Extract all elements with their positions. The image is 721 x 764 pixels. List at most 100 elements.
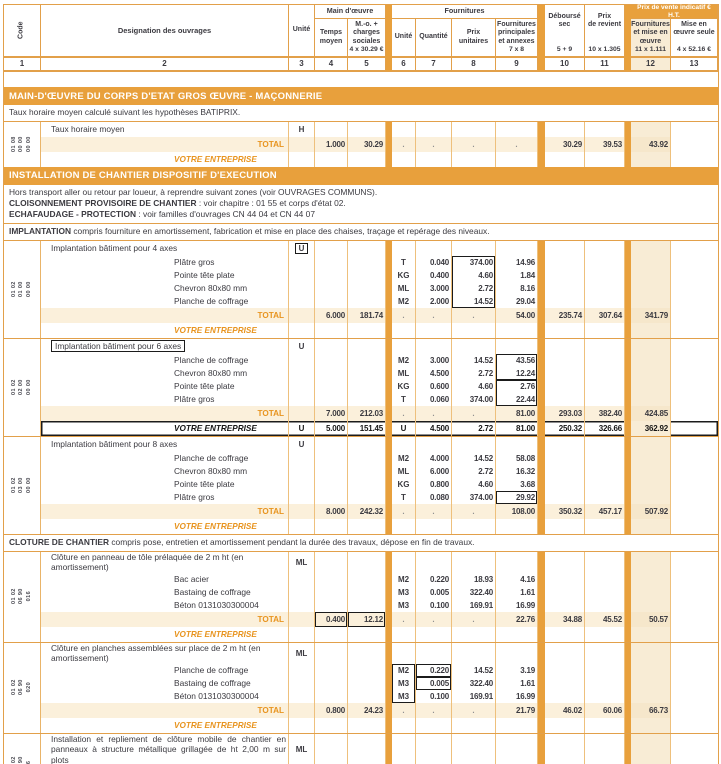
cell-quantite: 0.800: [416, 477, 452, 491]
ouvrage-designation: Implantation bâtiment pour 4 axes: [41, 240, 289, 256]
cell-seule: [671, 269, 718, 282]
column-separator: [625, 379, 631, 393]
column-separator: [386, 611, 392, 627]
column-separator: [538, 307, 545, 323]
cell-temps: [315, 733, 348, 764]
cell-mo-total: 12.12: [348, 611, 386, 627]
cell-seule: [671, 256, 718, 269]
cell-prix-unitaire: .: [452, 611, 496, 627]
cell-unite: [289, 353, 315, 367]
cell-quantite: .: [416, 307, 452, 323]
column-separator: [538, 121, 545, 137]
cell-prix-unitaire: 14.52: [452, 353, 496, 367]
cell-mise-en-oeuvre-seule: [671, 307, 718, 323]
ouvrage-title-row: Clôture en panneau de tôle prélaquée de …: [41, 551, 718, 573]
cell-temps: [315, 151, 348, 167]
cell-seule: [671, 393, 718, 406]
col-header-code: Code: [4, 5, 41, 57]
cell-temps: [315, 518, 348, 534]
component-row: Chevron 80x80 mm ML 3.000 2.72 8.16: [41, 281, 718, 295]
cell-debourse: [545, 338, 585, 354]
column-separator: [625, 464, 631, 478]
cell-mo: [348, 689, 386, 703]
cell-mise-en-oeuvre-seule: [671, 718, 718, 733]
ouvrage-designation: Implantation bâtiment pour 8 axes: [41, 436, 289, 452]
column-number-10: 10: [545, 57, 585, 71]
cell-mo: [348, 338, 386, 354]
cell-unite: [289, 392, 315, 406]
total-label: TOTAL: [41, 702, 289, 718]
note-keyword: CLOTURE DE CHANTIER: [9, 536, 110, 547]
cell-quantite: 0.400: [416, 268, 452, 282]
cell-unite: [289, 663, 315, 677]
cell-temps: [315, 294, 348, 308]
cell-fourniture-montant: 16.32: [496, 464, 538, 478]
column-separator: [538, 268, 545, 282]
component-name: Béton 0131030300004: [41, 598, 289, 612]
ouvrage-rows: Clôture en panneau de tôle prélaquée de …: [41, 551, 718, 642]
cell-mo: [348, 240, 386, 256]
cell-unite: [289, 405, 315, 421]
cell-prix-unitaire: .: [452, 405, 496, 421]
cell-vente: [631, 451, 671, 465]
cell-fourniture-montant: 29.92: [496, 490, 538, 504]
cell-quantite: 0.600: [416, 379, 452, 393]
cell-unite: [289, 585, 315, 599]
cell-mo: [348, 585, 386, 599]
column-number-12: 12: [631, 57, 671, 71]
column-separator: [538, 518, 545, 534]
column-separator: [386, 663, 392, 677]
cell-revient: [585, 379, 625, 393]
cell-mise-en-oeuvre-seule: [671, 503, 718, 519]
votre-entreprise-row: VOTRE ENTREPRISE U 5.000 151.45 U 4.500 2.72 81…: [41, 420, 718, 436]
cell-prix-unitaire: 18.93: [452, 572, 496, 586]
cell-seule: [671, 122, 718, 137]
cell-temps-total: 7.000: [315, 405, 348, 421]
ouvrage-unit: ML: [295, 648, 308, 658]
column-separator: [386, 626, 392, 642]
column-separator: [386, 598, 392, 612]
cell-unite: [289, 572, 315, 586]
column-separator: [538, 626, 545, 642]
cell-fourniture-montant: 58.08: [496, 451, 538, 465]
cell-fourniture-montant: 3.68: [496, 477, 538, 491]
cell-revient: [585, 477, 625, 491]
cell-fourniture-montant: 1.61: [496, 676, 538, 690]
cell-prix-vente: [631, 322, 671, 338]
column-separator: [625, 281, 631, 295]
component-row: Bastaing de coffrage M3 0.005 322.40 1.61: [41, 676, 718, 690]
component-name: Chevron 80x80 mm: [41, 464, 289, 478]
ouvrage-designation: Clôture en planches assemblées sur place…: [41, 642, 289, 664]
component-row: Chevron 80x80 mm ML 6.000 2.72 16.32: [41, 464, 718, 478]
cell-revient: [585, 663, 625, 677]
cell-mo: [348, 366, 386, 380]
cell-fournitures-total: 108.00: [496, 503, 538, 519]
column-separator: [538, 464, 545, 478]
note-line: IMPLANTATION compris fourniture en amort…: [9, 226, 713, 237]
cell-prix-vente: 362.92: [631, 420, 671, 436]
code-cell: 01 02 06 90 016: [4, 551, 41, 642]
column-separator: [386, 5, 392, 71]
cell-fp: [496, 642, 538, 664]
cell-debourse: [545, 464, 585, 478]
cell-fourniture-unite: KG: [392, 477, 416, 491]
note-text: compris fourniture en amortissement, fab…: [71, 225, 490, 236]
column-number-3: 3: [289, 57, 315, 71]
cell-quantite: 3.000: [416, 281, 452, 295]
cell-quantite: .: [416, 611, 452, 627]
cell-quantite: 0.005: [416, 676, 452, 690]
votre-entreprise-label: VOTRE ENTREPRISE: [41, 717, 289, 733]
cell-fourniture-montant: 12.24: [496, 366, 538, 380]
code-cell: 01 08 00 00 00 00: [4, 121, 41, 167]
cell-unite: [289, 702, 315, 718]
cell-quantite: 0.100: [416, 598, 452, 612]
cell-debourse-sec: [545, 717, 585, 733]
cell-temps: [315, 366, 348, 380]
cell-prix-unitaire: .: [452, 307, 496, 323]
cell-temps: [315, 436, 348, 452]
column-separator: [386, 477, 392, 491]
note-keyword: CLOISONNEMENT PROVISOIRE DE CHANTIER: [9, 197, 197, 208]
cell-mo: [348, 436, 386, 452]
cell-pu: [452, 733, 496, 764]
cell-vente: [631, 676, 671, 690]
